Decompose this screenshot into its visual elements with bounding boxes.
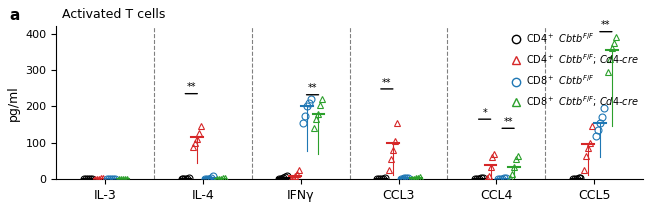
Text: **: ** — [503, 117, 513, 127]
Y-axis label: pg/ml: pg/ml — [7, 85, 20, 121]
Text: Activated T cells: Activated T cells — [62, 8, 166, 21]
Text: **: ** — [601, 20, 610, 30]
Text: **: ** — [187, 82, 196, 92]
Text: *: * — [482, 108, 487, 118]
Text: **: ** — [308, 83, 317, 93]
Text: a: a — [9, 8, 20, 23]
Text: **: ** — [382, 78, 391, 88]
Legend: CD4$^+$ $Cbtb^{F/F}$, CD4$^+$ $Cbtb^{F/F}$; $Cd4$-$cre$, CD8$^+$ $Cbtb^{F/F}$, C: CD4$^+$ $Cbtb^{F/F}$, CD4$^+$ $Cbtb^{F/F… — [511, 31, 638, 109]
